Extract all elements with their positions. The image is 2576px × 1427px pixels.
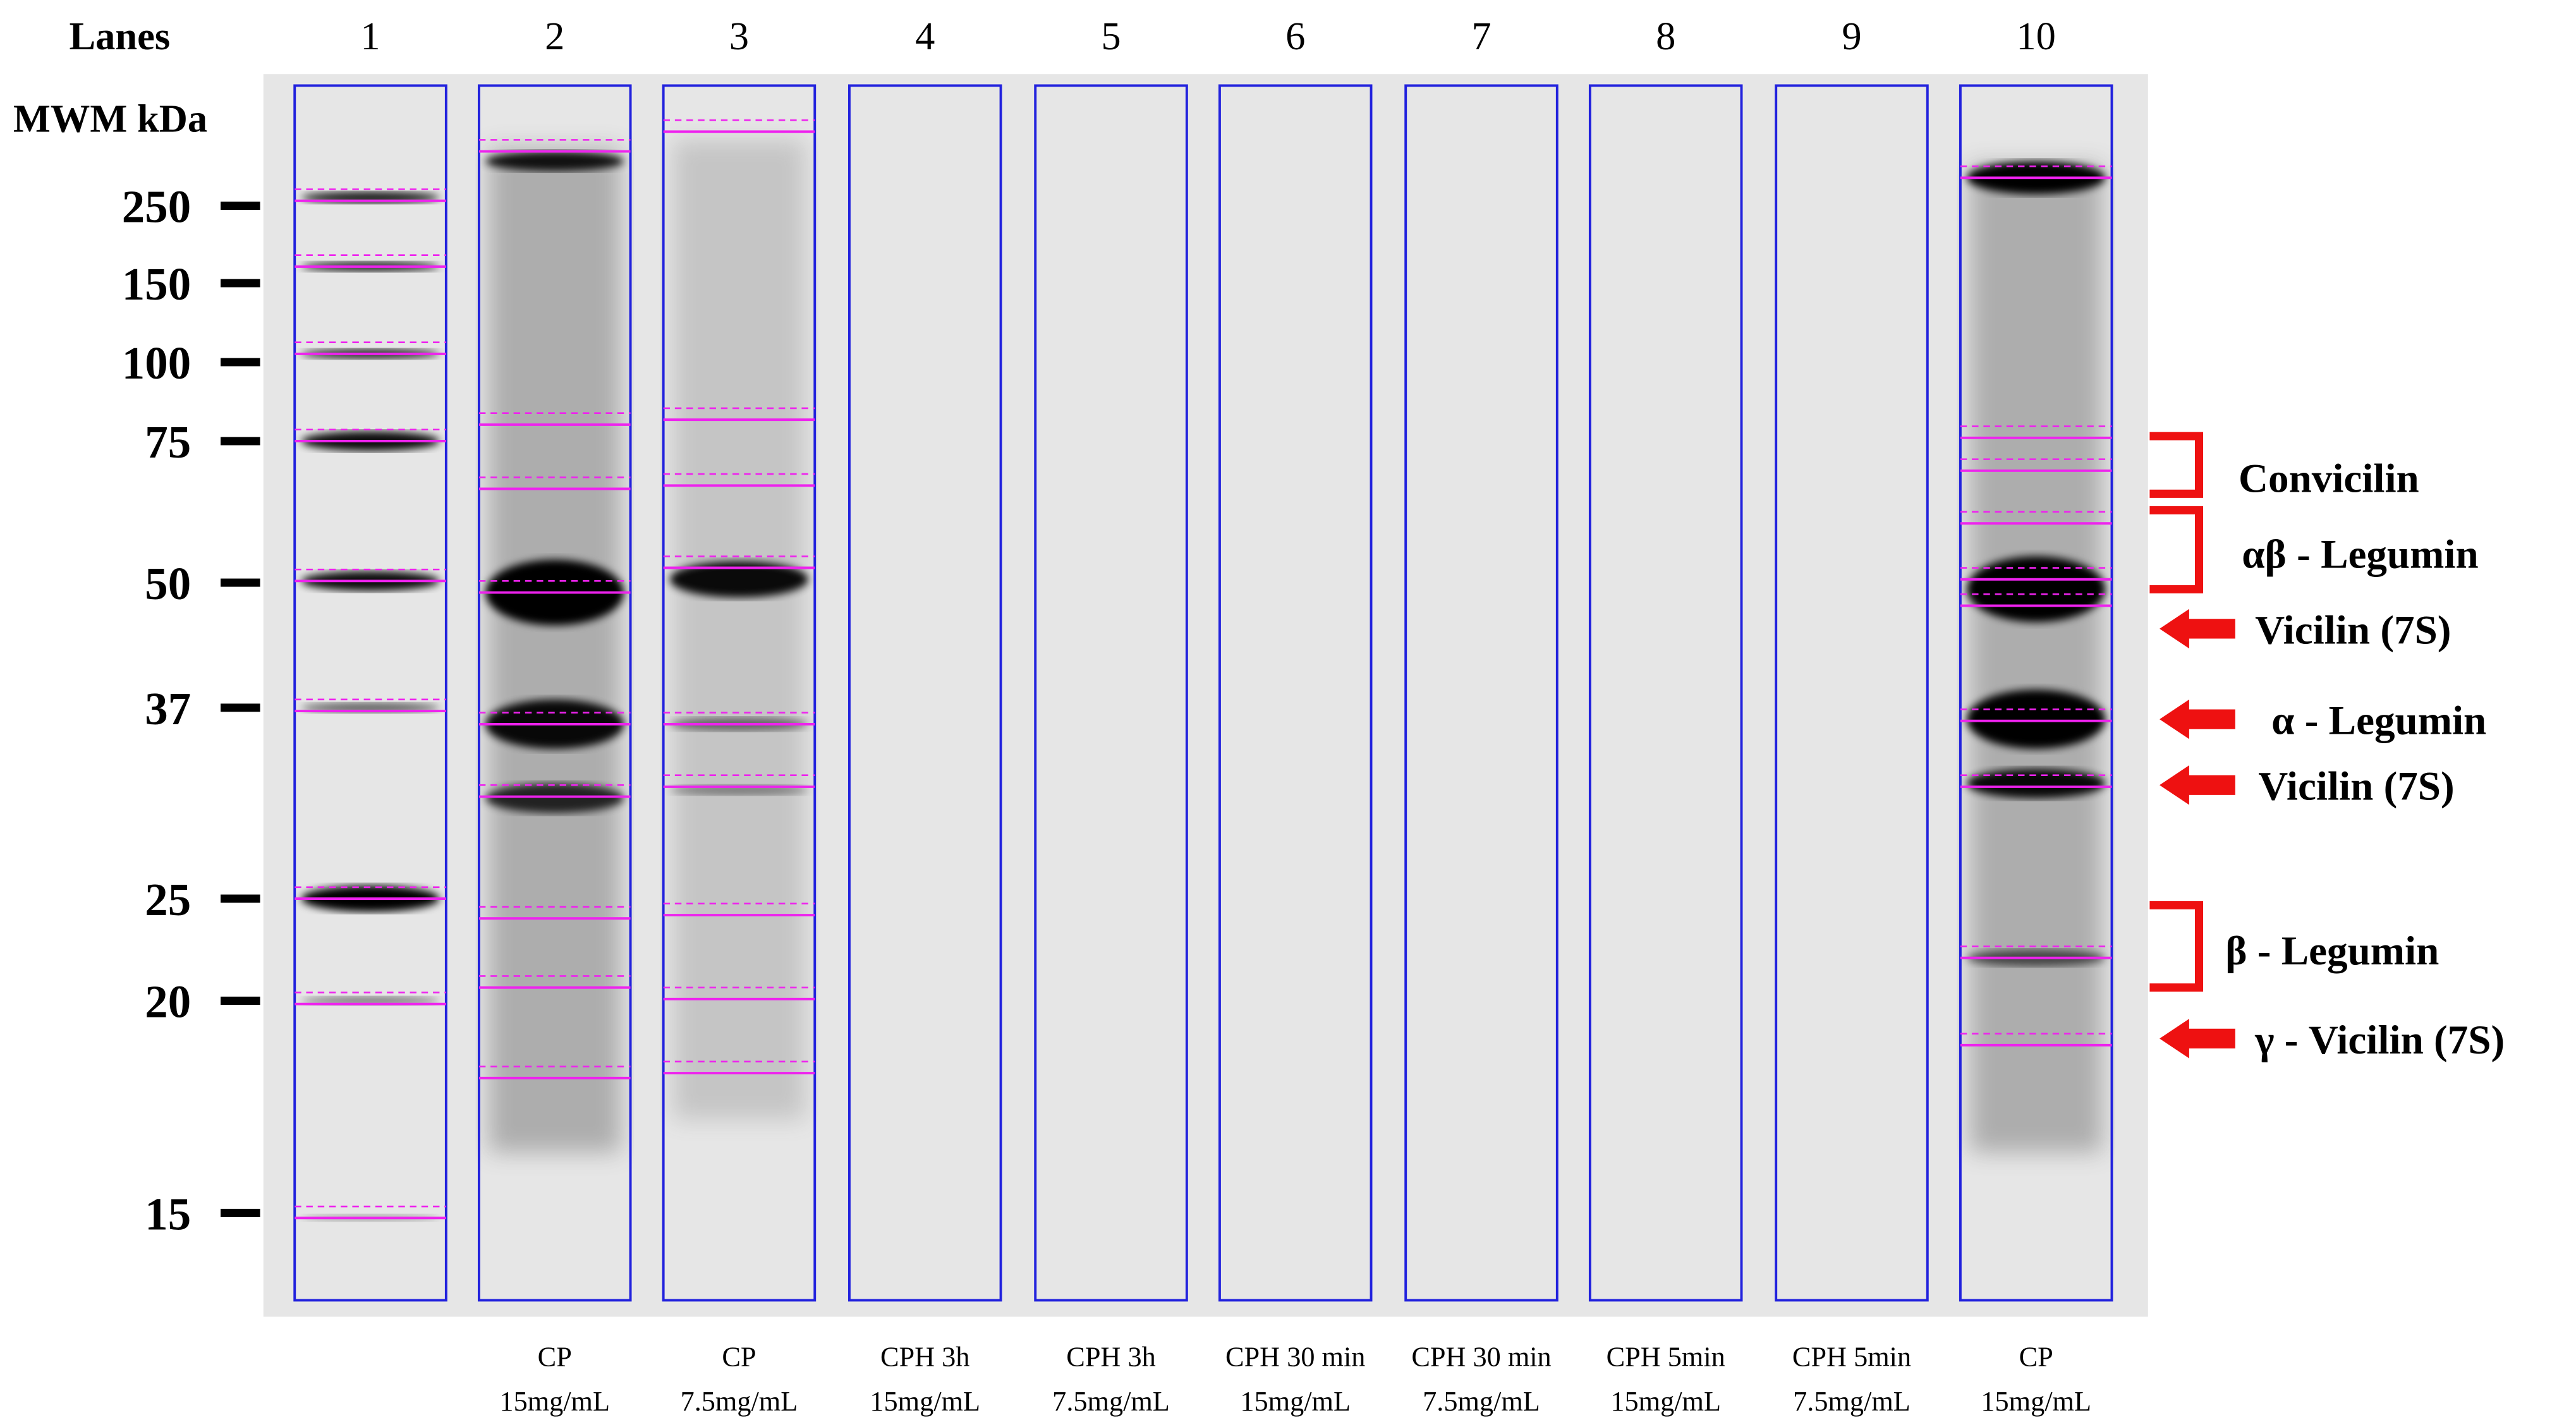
sample-label: CPH 5min bbox=[1792, 1342, 1911, 1373]
sample-label: 15mg/mL bbox=[1610, 1386, 1721, 1417]
arrow bbox=[2160, 1019, 2235, 1059]
sample-label: CP bbox=[722, 1342, 756, 1373]
bracket bbox=[2149, 506, 2204, 593]
marker-label: 75 bbox=[145, 416, 191, 468]
annotation-label: Vicilin (7S) bbox=[2255, 607, 2451, 653]
annotation-label: αβ - Legumin bbox=[2242, 532, 2478, 578]
lane-number: 6 bbox=[1285, 14, 1305, 58]
lanes-label: Lanes bbox=[69, 14, 170, 58]
lane-number: 3 bbox=[729, 14, 749, 58]
mwm-label: MWM kDa bbox=[13, 96, 207, 140]
sample-label: CPH 30 min bbox=[1225, 1342, 1365, 1373]
marker-label: 150 bbox=[122, 258, 191, 310]
lane-number: 5 bbox=[1101, 14, 1121, 58]
lane-number: 8 bbox=[1656, 14, 1675, 58]
smear bbox=[489, 148, 621, 1153]
sample-label: CPH 30 min bbox=[1411, 1342, 1551, 1373]
lane-number: 10 bbox=[2016, 14, 2056, 58]
smear bbox=[673, 140, 805, 1119]
lane-number: 4 bbox=[915, 14, 935, 58]
sample-label: CP bbox=[2019, 1342, 2053, 1373]
annotation-label: α - Legumin bbox=[2271, 698, 2486, 744]
annotation-label: γ - Vicilin (7S) bbox=[2254, 1017, 2505, 1063]
sample-label: 7.5mg/mL bbox=[1793, 1386, 1911, 1417]
marker-label: 250 bbox=[122, 181, 191, 233]
bracket bbox=[2149, 432, 2204, 498]
sample-label: CPH 3h bbox=[880, 1342, 969, 1373]
lane-number: 1 bbox=[360, 14, 380, 58]
lane-box bbox=[1404, 84, 1558, 1302]
sample-label: 7.5mg/mL bbox=[1052, 1386, 1170, 1417]
lane-number: 9 bbox=[1842, 14, 1861, 58]
marker-label: 100 bbox=[122, 337, 191, 389]
arrow bbox=[2160, 609, 2235, 649]
sample-label: CPH 3h bbox=[1066, 1342, 1155, 1373]
marker-label: 50 bbox=[145, 558, 191, 609]
sample-label: 15mg/mL bbox=[499, 1386, 610, 1417]
annotation-label: Convicilin bbox=[2239, 456, 2419, 502]
sample-label: 7.5mg/mL bbox=[681, 1386, 798, 1417]
lane-box bbox=[1218, 84, 1373, 1302]
lane-box bbox=[477, 84, 632, 1302]
annotation-label: β - Legumin bbox=[2225, 928, 2439, 974]
marker-label: 15 bbox=[145, 1188, 191, 1239]
sample-label: CP bbox=[538, 1342, 572, 1373]
lane-number: 7 bbox=[1471, 14, 1491, 58]
arrow bbox=[2160, 765, 2235, 805]
marker-label: 25 bbox=[145, 874, 191, 925]
smear bbox=[1970, 164, 2102, 1153]
sample-label: 7.5mg/mL bbox=[1423, 1386, 1540, 1417]
bracket bbox=[2149, 901, 2204, 992]
band bbox=[1967, 556, 2106, 622]
sample-label: 15mg/mL bbox=[870, 1386, 980, 1417]
sample-label: CPH 5min bbox=[1607, 1342, 1725, 1373]
lane-box bbox=[1775, 84, 1929, 1302]
annotation-label: Vicilin (7S) bbox=[2258, 764, 2454, 810]
lane-box bbox=[1588, 84, 1743, 1302]
band bbox=[485, 783, 624, 813]
lane-box bbox=[662, 84, 817, 1302]
marker-label: 37 bbox=[145, 683, 191, 734]
lane-box bbox=[1034, 84, 1188, 1302]
band bbox=[1967, 689, 2106, 749]
lane-number: 2 bbox=[545, 14, 564, 58]
marker-label: 20 bbox=[145, 976, 191, 1028]
sample-label: 15mg/mL bbox=[1240, 1386, 1351, 1417]
lane-box bbox=[1959, 84, 2113, 1302]
sample-label: 15mg/mL bbox=[1981, 1386, 2091, 1417]
band bbox=[1967, 768, 2106, 799]
band bbox=[670, 561, 808, 598]
band bbox=[485, 151, 624, 171]
lane-box bbox=[293, 84, 447, 1302]
arrow bbox=[2160, 699, 2235, 739]
lane-box bbox=[848, 84, 1002, 1302]
